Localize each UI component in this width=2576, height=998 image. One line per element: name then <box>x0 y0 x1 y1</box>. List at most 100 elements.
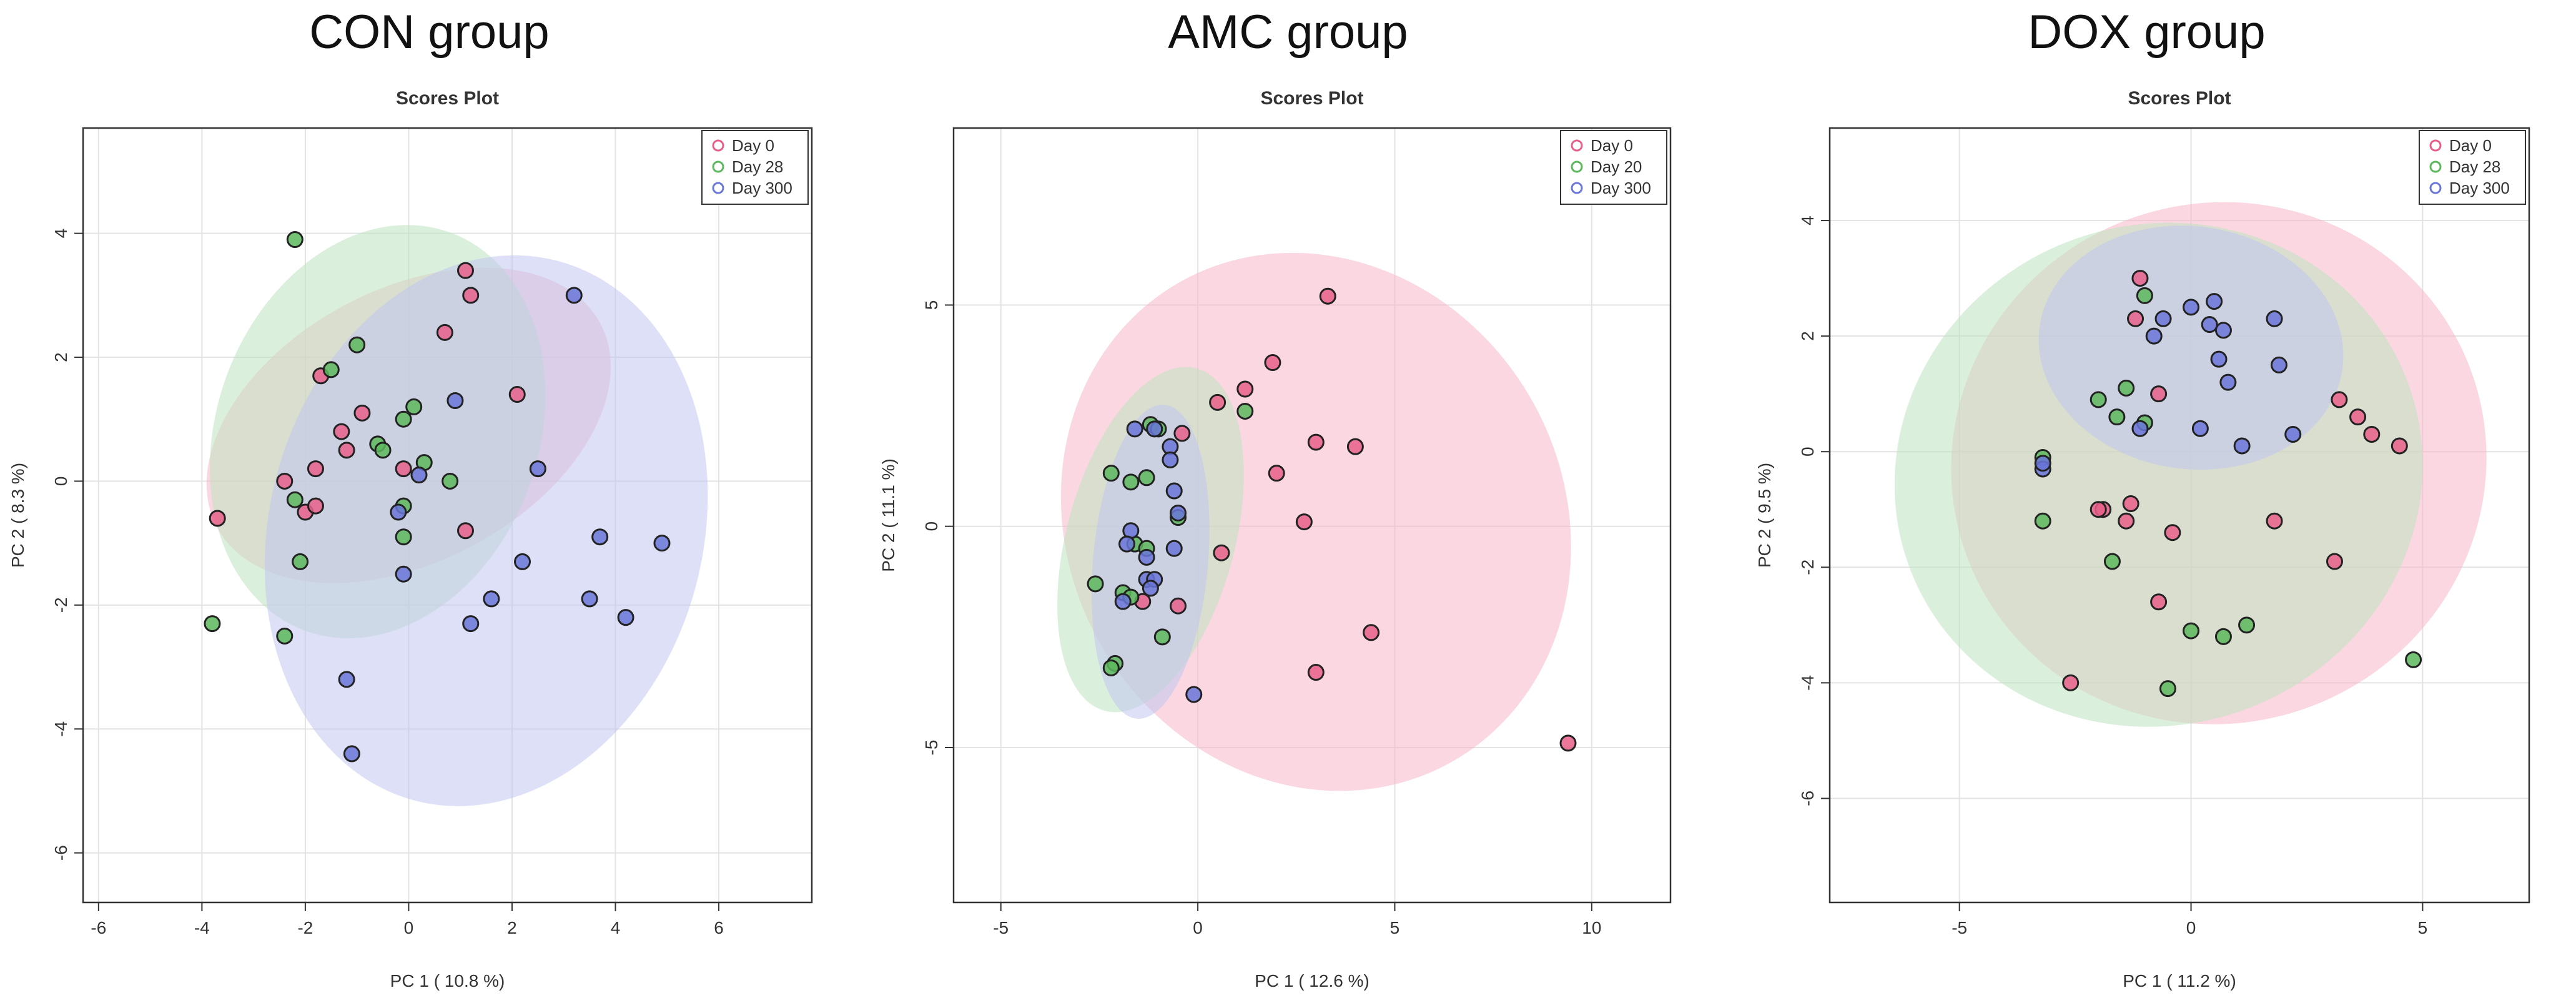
x-tick-label: 5 <box>1390 918 1400 937</box>
data-point <box>1185 686 1203 703</box>
data-point <box>2183 622 2200 640</box>
x-axis-label: PC 1 ( 10.8 %) <box>390 971 505 991</box>
data-point <box>1363 624 1380 641</box>
data-point <box>2266 512 2283 530</box>
data-point <box>2090 391 2107 408</box>
y-tick-label: -2 <box>51 597 71 613</box>
data-point <box>2326 553 2343 570</box>
legend-marker <box>712 182 724 194</box>
x-tick-label: 0 <box>1193 918 1203 937</box>
data-point <box>1319 287 1336 305</box>
data-point <box>2034 455 2051 472</box>
data-point <box>338 671 355 688</box>
data-point <box>307 460 324 478</box>
data-point <box>2150 385 2168 403</box>
data-point <box>462 287 480 304</box>
data-point <box>508 386 526 403</box>
data-point <box>2034 512 2051 530</box>
legend-label: Day 28 <box>2449 157 2500 176</box>
y-tick-label: 5 <box>922 300 941 310</box>
data-point <box>529 460 546 478</box>
group-title: CON group <box>309 6 550 59</box>
data-point <box>405 398 423 415</box>
data-point <box>1142 580 1159 597</box>
x-tick-label: 5 <box>2418 918 2428 937</box>
plot-title: Scores Plot <box>2128 88 2231 109</box>
plot-frame <box>82 127 813 904</box>
data-point <box>390 503 407 521</box>
data-point <box>1236 380 1254 398</box>
data-point <box>395 565 412 583</box>
data-point <box>1165 482 1183 500</box>
data-point <box>2214 628 2232 645</box>
data-point <box>1102 465 1120 482</box>
data-point <box>1307 433 1325 451</box>
x-tick-label: 2 <box>507 918 517 937</box>
data-point <box>1153 628 1171 646</box>
data-point <box>2233 437 2251 455</box>
y-tick-label: 2 <box>1798 331 1817 341</box>
data-point <box>2266 310 2283 327</box>
y-axis-label: PC 2 ( 8.3 %) <box>8 463 27 568</box>
x-tick-label: -4 <box>194 918 210 937</box>
legend-marker <box>2429 182 2442 194</box>
data-point <box>395 410 412 428</box>
data-point <box>307 497 324 515</box>
data-point <box>1170 504 1187 521</box>
data-point <box>410 467 428 484</box>
data-point <box>2238 616 2256 634</box>
data-point <box>1236 402 1254 420</box>
data-point <box>1268 465 1285 482</box>
data-point <box>374 442 392 459</box>
data-point <box>2159 680 2176 698</box>
data-point <box>1138 469 1155 487</box>
x-axis-label: PC 1 ( 11.2 %) <box>2123 971 2236 991</box>
data-point <box>1295 513 1313 531</box>
y-tick-label: 0 <box>922 521 941 531</box>
data-point <box>2210 350 2228 368</box>
data-point <box>617 609 634 626</box>
legend-marker <box>2429 139 2442 152</box>
data-point <box>2284 425 2302 443</box>
legend-marker <box>1571 139 1583 152</box>
data-point <box>2118 379 2135 397</box>
scores-plot-dox: Scores Plot -5 0 5 -6 -4 -2 0 2 4 PC 1 ( 11.2 %) PC… <box>1755 88 2530 991</box>
x-tick-label: 10 <box>1582 918 1601 937</box>
data-point <box>2103 553 2121 570</box>
data-point <box>581 590 598 608</box>
x-tick-label: 0 <box>404 918 414 937</box>
data-point <box>1264 354 1281 372</box>
y-axis-label: PC 2 ( 9.5 %) <box>1755 463 1774 568</box>
data-point <box>1559 734 1577 752</box>
x-tick-label: -5 <box>1952 918 1967 937</box>
data-point <box>1122 473 1140 491</box>
data-point <box>2131 270 2149 287</box>
data-point <box>286 231 303 249</box>
legend-marker <box>2429 161 2442 173</box>
data-point <box>442 472 459 490</box>
data-point <box>483 590 500 608</box>
legend-label: Day 300 <box>1591 179 1651 197</box>
data-point <box>2127 310 2144 327</box>
data-point <box>565 287 583 304</box>
data-point <box>456 262 474 279</box>
data-point <box>1114 593 1132 610</box>
data-point <box>209 510 226 527</box>
panel-amc: AMC group Scores Plot -5 0 5 10 -5 0 5 PC 1 ( 12… <box>859 0 1717 998</box>
y-tick-label: -2 <box>1798 560 1817 575</box>
confidence-ellipse <box>2038 225 2344 470</box>
data-point <box>436 324 453 341</box>
data-point <box>2108 408 2126 426</box>
data-point <box>2219 373 2237 391</box>
data-point <box>348 336 366 353</box>
x-tick-label: 4 <box>611 918 621 937</box>
plot-frame <box>1828 127 2530 904</box>
data-point <box>2201 316 2218 333</box>
legend-marker <box>712 139 724 152</box>
data-point <box>2183 299 2200 316</box>
data-point <box>1118 535 1136 553</box>
x-tick-label: 0 <box>2186 918 2196 937</box>
data-point <box>1102 659 1120 676</box>
legend-label: Day 300 <box>2449 179 2510 197</box>
data-point <box>395 528 412 546</box>
